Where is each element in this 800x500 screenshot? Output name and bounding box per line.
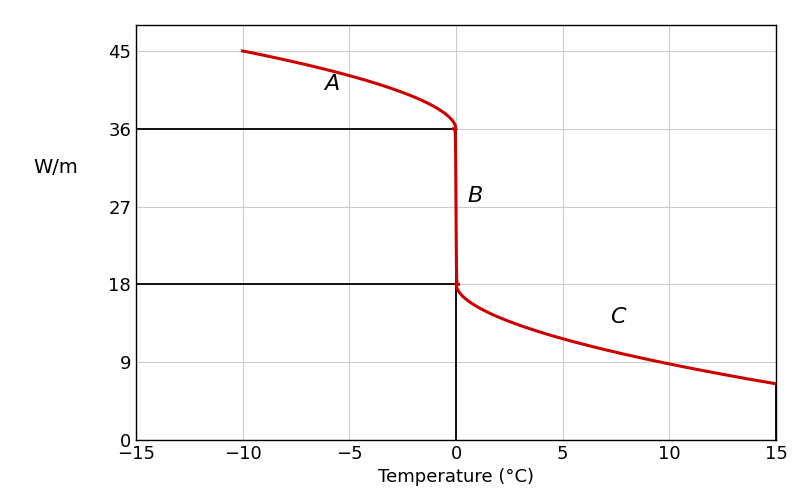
Text: A: A — [324, 74, 339, 94]
Text: C: C — [610, 308, 625, 328]
X-axis label: Temperature (°C): Temperature (°C) — [378, 468, 534, 486]
Text: B: B — [468, 186, 483, 206]
Text: W/m: W/m — [34, 158, 78, 177]
